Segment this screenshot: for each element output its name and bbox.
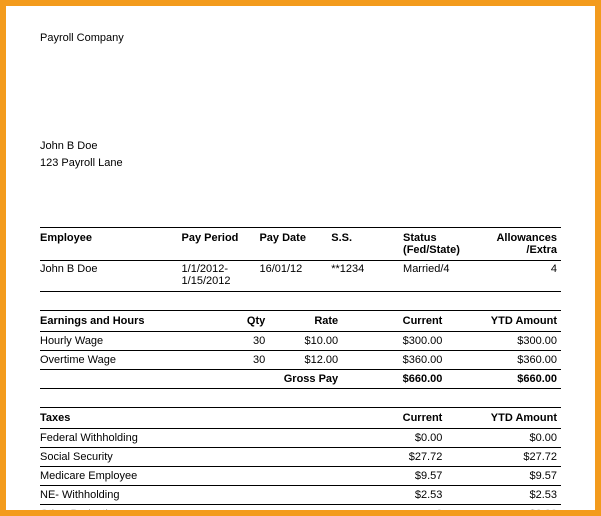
col-employee: Employee <box>40 228 182 261</box>
col-taxes-ytd: YTD Amount <box>446 408 561 429</box>
earnings-label: Hourly Wage <box>40 332 207 351</box>
val-pay-date: 16/01/12 <box>259 261 331 292</box>
col-taxes-current: Current <box>342 408 446 429</box>
company-name: Payroll Company <box>40 32 561 44</box>
tax-row: Medicare Employee$9.57$9.57 <box>40 467 561 486</box>
tax-row: Other Deductions0$0.00 <box>40 505 561 516</box>
tax-label: Social Security <box>40 448 342 467</box>
col-ytd: YTD Amount <box>446 311 561 332</box>
earnings-current: $300.00 <box>342 332 446 351</box>
col-status: Status (Fed/State) <box>403 228 483 261</box>
recipient-name: John B Doe <box>40 138 561 155</box>
earnings-row: Hourly Wage30$10.00$300.00$300.00 <box>40 332 561 351</box>
earnings-qty: 30 <box>207 332 270 351</box>
recipient-block: John B Doe 123 Payroll Lane <box>40 138 561 171</box>
earnings-table: Earnings and Hours Qty Rate Current YTD … <box>40 310 561 389</box>
tax-row: Social Security$27.72$27.72 <box>40 448 561 467</box>
earnings-row: Overtime Wage30$12.00$360.00$360.00 <box>40 351 561 370</box>
tax-current: $9.57 <box>342 467 446 486</box>
col-allowances: Allowances /Extra <box>483 228 561 261</box>
tax-ytd: $0.00 <box>446 429 561 448</box>
tax-ytd: $2.53 <box>446 486 561 505</box>
earnings-qty: 30 <box>207 351 270 370</box>
earnings-ytd: $300.00 <box>446 332 561 351</box>
col-earnings-label: Earnings and Hours <box>40 311 207 332</box>
tax-ytd: $27.72 <box>446 448 561 467</box>
tax-current: $2.53 <box>342 486 446 505</box>
gross-label: Gross Pay <box>269 370 342 389</box>
col-qty: Qty <box>207 311 270 332</box>
tax-row: Federal Withholding$0.00$0.00 <box>40 429 561 448</box>
val-allowances: 4 <box>483 261 561 292</box>
tax-current: $27.72 <box>342 448 446 467</box>
earnings-ytd: $360.00 <box>446 351 561 370</box>
gross-ytd: $660.00 <box>446 370 561 389</box>
col-current: Current <box>342 311 446 332</box>
col-rate: Rate <box>269 311 342 332</box>
paystub-document: { "company": { "name": "Payroll Company"… <box>0 0 601 516</box>
tax-ytd: $0.00 <box>446 505 561 516</box>
tax-ytd: $9.57 <box>446 467 561 486</box>
gross-current: $660.00 <box>342 370 446 389</box>
earnings-label: Overtime Wage <box>40 351 207 370</box>
val-status: Married/4 <box>403 261 483 292</box>
col-pay-period: Pay Period <box>182 228 260 261</box>
earnings-rate: $10.00 <box>269 332 342 351</box>
tax-row: NE- Withholding$2.53$2.53 <box>40 486 561 505</box>
tax-label: Medicare Employee <box>40 467 342 486</box>
recipient-address: 123 Payroll Lane <box>40 155 561 172</box>
val-employee: John B Doe <box>40 261 182 292</box>
taxes-table: Taxes Current YTD Amount Federal Withhol… <box>40 407 561 516</box>
earnings-current: $360.00 <box>342 351 446 370</box>
col-ss: S.S. <box>331 228 403 261</box>
tax-current: $0.00 <box>342 429 446 448</box>
tax-current: 0 <box>342 505 446 516</box>
earnings-rate: $12.00 <box>269 351 342 370</box>
val-pay-period: 1/1/2012- 1/15/2012 <box>182 261 260 292</box>
tax-label: Other Deductions <box>40 505 342 516</box>
col-taxes-label: Taxes <box>40 408 342 429</box>
tax-label: NE- Withholding <box>40 486 342 505</box>
col-pay-date: Pay Date <box>259 228 331 261</box>
val-ss: **1234 <box>331 261 403 292</box>
tax-label: Federal Withholding <box>40 429 342 448</box>
employee-info-table: Employee Pay Period Pay Date S.S. Status… <box>40 227 561 292</box>
